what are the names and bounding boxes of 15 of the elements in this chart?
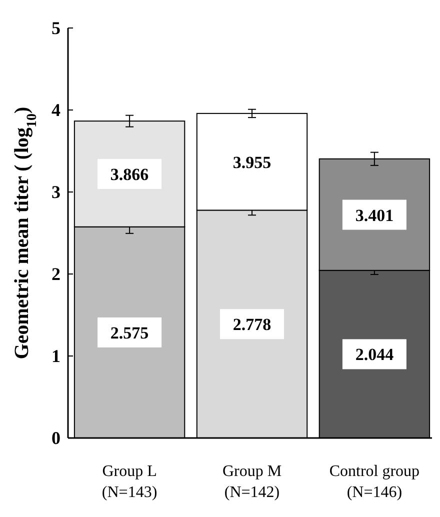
annotation: 3.401 <box>355 206 394 225</box>
x-tick-label: Group M (N=142) <box>222 463 282 501</box>
y-tick-label: 5 <box>52 18 60 38</box>
y-tick-label: 2 <box>52 264 60 284</box>
y-tick-label: 0 <box>52 428 60 448</box>
data-label: 2.575 <box>110 323 149 342</box>
annotation: 3.866 <box>110 164 149 184</box>
x-tick-label: Control group (N=146) <box>329 463 420 501</box>
y-tick-label: 1 <box>52 346 60 366</box>
y-tick-label: 3 <box>52 182 60 202</box>
y-tick-label: 4 <box>52 100 60 120</box>
annotation: 3.955 <box>232 152 272 172</box>
x-tick-label: Group L (N=143) <box>102 463 158 501</box>
data-label: 2.778 <box>232 315 272 334</box>
data-label: 2.044 <box>355 345 394 364</box>
